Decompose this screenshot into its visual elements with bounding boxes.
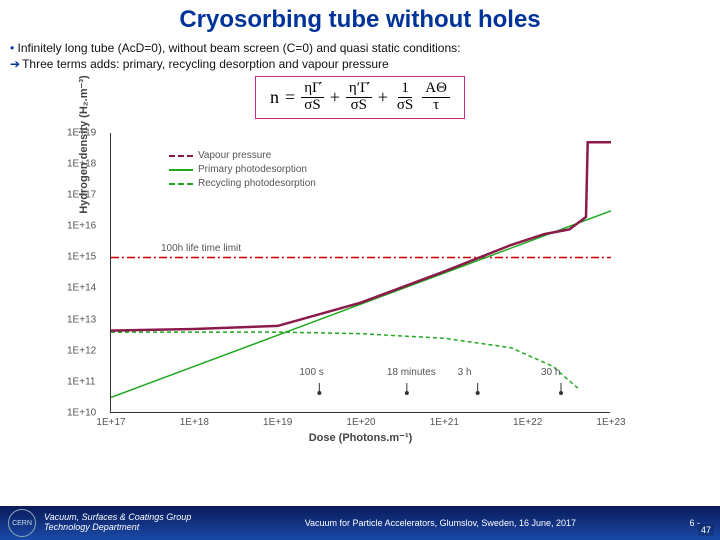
y-tick: 1E+17 [67,190,96,201]
bullet-1: Infinitely long tube (AᴄD=0), without be… [10,40,710,56]
x-tick: 1E+18 [180,417,209,428]
cern-logo-icon: CERN [8,509,36,537]
y-tick: 1E+16 [67,221,96,232]
equation-box: n = ηΓ̇ σS + η′Γ̇ σS + 1 σS AΘ τ [255,76,465,119]
footer-group: Vacuum, Surfaces & Coatings Group Techno… [44,513,191,533]
eq-t2-den: σS [348,98,370,114]
time-marker-label: 3 h [458,367,472,378]
legend-label: Vapour pressure [198,149,271,163]
bullet-block: Infinitely long tube (AᴄD=0), without be… [0,34,720,74]
eq-lhs: n [270,87,279,108]
footer-bar: CERN Vacuum, Surfaces & Coatings Group T… [0,506,720,540]
lifetime-label: 100h life time limit [161,243,241,254]
footer-group-line2: Technology Department [44,523,191,533]
eq-t3b-den: τ [430,98,442,114]
eq-t3a-den: σS [394,98,416,114]
legend-label: Primary photodesorption [198,163,307,177]
eq-equals: = [285,87,295,108]
x-tick: 1E+21 [430,417,459,428]
eq-term1: ηΓ̇ σS [301,81,324,114]
eq-term3a: 1 σS [394,81,416,114]
eq-t2-num: η′Γ̇ [346,81,372,98]
y-tick: 1E+13 [67,314,96,325]
legend-swatch-icon [169,169,193,171]
slide-title: Cryosorbing tube without holes [0,0,720,34]
y-tick: 1E+10 [67,407,96,418]
legend: Vapour pressurePrimary photodesorptionRe… [169,149,316,191]
y-tick: 1E+18 [67,158,96,169]
plot-box: Hydrogen density (H₂.m⁻³) Dose (Photons.… [110,133,610,413]
eq-t1-den: σS [301,98,323,114]
footer-center: Vacuum for Particle Accelerators, Glumsl… [191,518,689,528]
x-axis-label: Dose (Photons.m⁻¹) [111,431,610,444]
page-number: 47 [698,524,714,536]
time-marker-label: 100 s [299,367,323,378]
y-tick: 1E+14 [67,283,96,294]
bullet-2: Three terms adds: primary, recycling des… [10,56,710,72]
eq-t1-num: ηΓ̇ [301,81,324,98]
y-tick: 1E+15 [67,252,96,263]
time-marker-label: 30 h [541,367,560,378]
y-tick: 1E+11 [67,376,95,387]
eq-term3b: AΘ τ [422,81,450,114]
legend-swatch-icon [169,155,193,157]
legend-swatch-icon [169,183,193,185]
eq-term2: η′Γ̇ σS [346,81,372,114]
eq-plus2: + [378,87,388,108]
x-tick: 1E+17 [96,417,125,428]
legend-row: Recycling photodesorption [169,177,316,191]
x-tick: 1E+20 [346,417,375,428]
legend-row: Vapour pressure [169,149,316,163]
time-marker-label: 18 minutes [387,367,436,378]
y-tick: 1E+19 [67,127,96,138]
eq-t3b-num: AΘ [422,81,450,98]
y-tick: 1E+12 [67,345,96,356]
x-tick: 1E+23 [596,417,625,428]
chart: Hydrogen density (H₂.m⁻³) Dose (Photons.… [60,123,660,473]
eq-plus1: + [330,87,340,108]
legend-row: Primary photodesorption [169,163,316,177]
eq-t3a-num: 1 [398,81,412,98]
x-tick: 1E+22 [513,417,542,428]
legend-label: Recycling photodesorption [198,177,316,191]
x-tick: 1E+19 [263,417,292,428]
